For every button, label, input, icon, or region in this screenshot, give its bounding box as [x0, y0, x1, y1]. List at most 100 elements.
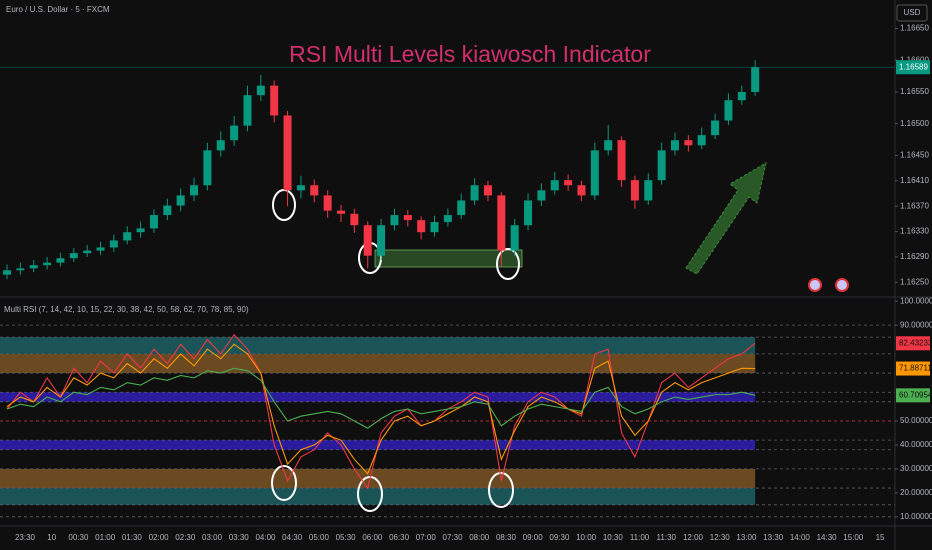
x-tick-label: 00:30 — [68, 533, 89, 542]
x-tick-label: 06:00 — [362, 533, 383, 542]
x-tick-label: 03:30 — [229, 533, 250, 542]
candle-body — [390, 215, 399, 226]
chart-title: RSI Multi Levels kiawosch Indicator — [289, 41, 651, 67]
candle-body — [724, 100, 733, 121]
x-tick-label: 08:00 — [469, 533, 490, 542]
x-tick-label: 15:00 — [843, 533, 864, 542]
y-tick-label: 1.16410 — [900, 176, 929, 185]
candle-body — [697, 135, 706, 146]
candle-body — [163, 205, 172, 216]
y-tick-label: 1.16290 — [900, 252, 929, 261]
candle-body — [216, 140, 225, 151]
candle-body — [176, 195, 185, 206]
circle — [488, 472, 514, 508]
candle-body — [56, 258, 65, 263]
y-tick-label: 1.16330 — [900, 227, 929, 236]
x-tick-label: 07:00 — [416, 533, 437, 542]
candle-body — [230, 125, 239, 141]
price-label: 1.16589 — [899, 62, 928, 71]
candle-body — [109, 240, 118, 248]
support-zone — [374, 249, 523, 268]
candle-body — [83, 250, 92, 254]
currency-button[interactable] — [896, 4, 928, 22]
y-tick-label: 50.00000 — [900, 416, 932, 425]
y-tick-label: 30.00000 — [900, 464, 932, 473]
x-tick-label: 12:00 — [683, 533, 704, 542]
y-tick-label: 1.16370 — [900, 201, 929, 210]
candle-body — [751, 67, 760, 92]
x-tick-label: 11:30 — [657, 533, 677, 542]
level-band — [0, 337, 756, 354]
x-tick-label: 01:00 — [95, 533, 116, 542]
candle-body — [470, 185, 479, 201]
x-tick-label: 11:00 — [630, 533, 650, 542]
candle-body — [323, 195, 332, 211]
rsi-line — [6, 343, 756, 475]
y-tick-label: 1.16550 — [900, 87, 929, 96]
candle-body — [443, 215, 452, 223]
candle-body — [377, 225, 386, 256]
circle — [496, 248, 520, 280]
y-tick-label: 1.16250 — [900, 277, 929, 286]
y-tick-label: 100.00000 — [900, 296, 932, 305]
x-tick-label: 13:30 — [763, 533, 784, 542]
x-tick-label: 02:00 — [149, 533, 170, 542]
event-flag[interactable] — [808, 278, 822, 292]
level-band — [0, 488, 756, 505]
level-band — [0, 353, 756, 374]
candle-body — [69, 253, 78, 259]
x-tick-label: 04:30 — [282, 533, 303, 542]
circle — [272, 189, 296, 221]
x-tick-label: 23:30 — [15, 533, 36, 542]
x-tick-label: 05:00 — [309, 533, 330, 542]
event-flag[interactable] — [835, 278, 849, 292]
x-tick-label: 04:00 — [255, 533, 276, 542]
x-tick-label: 10:30 — [603, 533, 624, 542]
candle-body — [604, 140, 613, 151]
candle-body — [3, 270, 11, 275]
y-tick-label: 1.16600 — [900, 55, 929, 64]
candle-body — [497, 195, 506, 251]
candle-body — [337, 210, 345, 214]
candle-body — [644, 180, 653, 201]
candle-body — [537, 190, 546, 201]
candle-body — [296, 185, 305, 191]
indicator-title: Multi RSI (7, 14, 42, 10, 15, 22, 30, 38… — [4, 305, 249, 314]
candle-body — [457, 200, 466, 216]
price-label-box — [896, 60, 930, 75]
value-label: 60.70954 — [899, 390, 932, 399]
x-tick-label: 10:00 — [576, 533, 597, 542]
value-label: 71.88711 — [899, 364, 932, 373]
candle-body — [123, 232, 132, 241]
y-tick-label: 40.00000 — [900, 440, 932, 449]
x-tick-label: 08:30 — [496, 533, 517, 542]
y-tick-label: 90.00000 — [900, 320, 932, 329]
level-band — [0, 468, 756, 489]
candle-body — [136, 228, 145, 233]
y-tick-label: 10.00000 — [900, 512, 932, 521]
x-tick-label: 13:00 — [736, 533, 757, 542]
candle-body — [190, 185, 199, 196]
candle-body — [96, 247, 105, 251]
candle-body — [590, 150, 599, 196]
candle-body — [671, 140, 679, 151]
currency[interactable]: USD — [904, 8, 921, 17]
candle-body — [510, 225, 519, 251]
x-tick-label: 14:30 — [817, 533, 838, 542]
candle-body — [657, 150, 666, 181]
candle-body — [684, 140, 693, 146]
candle-body — [417, 220, 426, 233]
candle-body — [550, 180, 559, 191]
candle-body — [243, 95, 252, 126]
y-tick-label: 1.16500 — [900, 119, 929, 128]
level-band — [0, 440, 756, 450]
x-tick-label: 05:30 — [336, 533, 357, 542]
level-band — [0, 392, 756, 402]
value-label: 82.43233 — [899, 338, 932, 347]
candle-body — [310, 185, 319, 196]
value-label-box — [896, 336, 930, 351]
candle-body — [564, 180, 573, 186]
candle-body — [350, 213, 359, 226]
candle-body — [617, 140, 626, 181]
